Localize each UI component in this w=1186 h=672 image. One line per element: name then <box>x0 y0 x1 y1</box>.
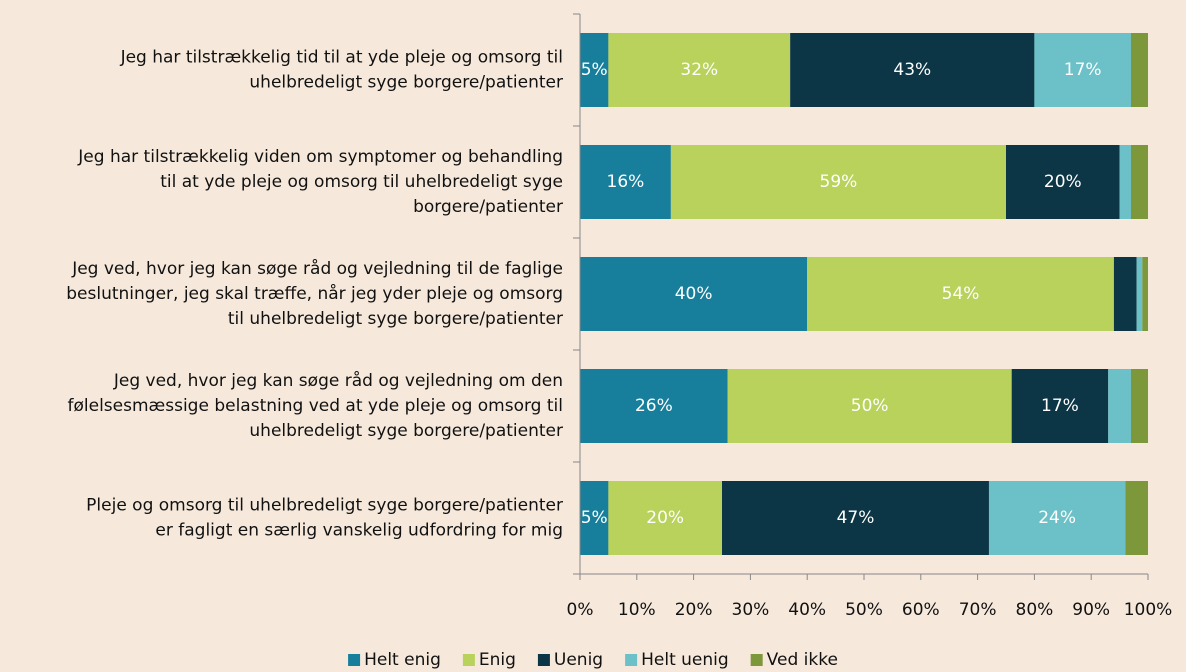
category-label: beslutninger, jeg skal træffe, når jeg y… <box>66 283 563 304</box>
category-label: følelsesmæssige belastning ved at yde pl… <box>68 396 563 416</box>
data-label: 24% <box>1038 508 1076 528</box>
category-label: til uhelbredeligt syge borgere/patienter <box>228 309 563 329</box>
bar-segment <box>580 145 671 219</box>
bar-segment <box>1006 145 1120 219</box>
x-tick-label: 10% <box>618 600 656 620</box>
bar-segment <box>1034 33 1131 107</box>
data-label: 5% <box>581 60 608 80</box>
bar-segment <box>1113 257 1137 331</box>
x-tick-label: 90% <box>1072 600 1110 620</box>
bar-segment <box>790 33 1035 107</box>
bar-segment <box>608 33 791 107</box>
category-label: Jeg har tilstrækkelig tid til at yde ple… <box>120 48 563 68</box>
category-label: Pleje og omsorg til uhelbredeligt syge b… <box>86 496 563 516</box>
legend-swatch <box>750 654 763 666</box>
x-tick-label: 70% <box>959 600 997 620</box>
x-tick-label: 0% <box>567 600 594 620</box>
bar-segment <box>1130 145 1148 219</box>
data-label: 16% <box>607 172 645 192</box>
data-label: 47% <box>837 508 875 528</box>
x-tick-label: 30% <box>732 600 770 620</box>
category-label: Jeg ved, hvor jeg kan søge råd og vejled… <box>113 370 563 391</box>
bar-segment <box>807 257 1114 331</box>
legend-label: Enig <box>479 650 516 670</box>
data-label: 40% <box>675 284 713 304</box>
data-label: 20% <box>646 508 684 528</box>
bar-segment <box>727 369 1012 443</box>
data-label: 20% <box>1044 172 1082 192</box>
data-label: 54% <box>942 284 980 304</box>
x-tick-label: 20% <box>675 600 713 620</box>
bar-segment <box>580 257 808 331</box>
category-label: borgere/patienter <box>413 197 563 217</box>
x-tick-label: 80% <box>1016 600 1054 620</box>
bar-segment <box>1119 145 1131 219</box>
data-label: 17% <box>1041 396 1079 416</box>
x-tick-label: 100% <box>1124 600 1173 620</box>
bar-segment <box>1011 369 1109 443</box>
category-label: uhelbredeligt syge borgere/patienter <box>249 421 563 441</box>
bar-segment <box>580 33 609 107</box>
bar-segment <box>722 481 989 555</box>
category-label: er fagligt en særlig vanskelig udfordrin… <box>155 521 563 541</box>
bar-segment <box>1125 481 1148 555</box>
legend-swatch <box>537 654 550 666</box>
legend-label: Helt enig <box>364 650 441 670</box>
bar-segment <box>988 481 1126 555</box>
data-label: 5% <box>581 508 608 528</box>
bar-segment <box>1108 369 1131 443</box>
category-label: uhelbredeligt syge borgere/patienter <box>249 73 563 93</box>
bar-segment <box>1130 33 1148 107</box>
category-label: Jeg ved, hvor jeg kan søge råd og vejled… <box>71 258 563 279</box>
legend-swatch <box>348 654 361 666</box>
x-tick-label: 60% <box>902 600 940 620</box>
data-label: 32% <box>680 60 718 80</box>
x-tick-label: 50% <box>845 600 883 620</box>
x-tick-label: 40% <box>788 600 826 620</box>
data-label: 50% <box>851 396 889 416</box>
bar-segment <box>1142 257 1148 331</box>
bar-segment <box>580 369 728 443</box>
bar-segment <box>1130 369 1148 443</box>
legend-swatch <box>625 654 638 666</box>
data-label: 17% <box>1064 60 1102 80</box>
category-label: til at yde pleje og omsorg til uhelbrede… <box>160 172 563 192</box>
bar-segment <box>670 145 1006 219</box>
bar-segment <box>608 481 722 555</box>
data-label: 26% <box>635 396 673 416</box>
legend-label: Helt uenig <box>641 650 729 670</box>
legend-label: Ved ikke <box>767 650 838 670</box>
bar-segment <box>1136 257 1143 331</box>
legend-swatch <box>462 654 475 666</box>
data-label: 43% <box>893 60 931 80</box>
data-label: 59% <box>820 172 858 192</box>
category-label: Jeg har tilstrækkelig viden om symptomer… <box>77 147 563 167</box>
bar-segment <box>580 481 609 555</box>
legend-label: Uenig <box>554 650 603 670</box>
